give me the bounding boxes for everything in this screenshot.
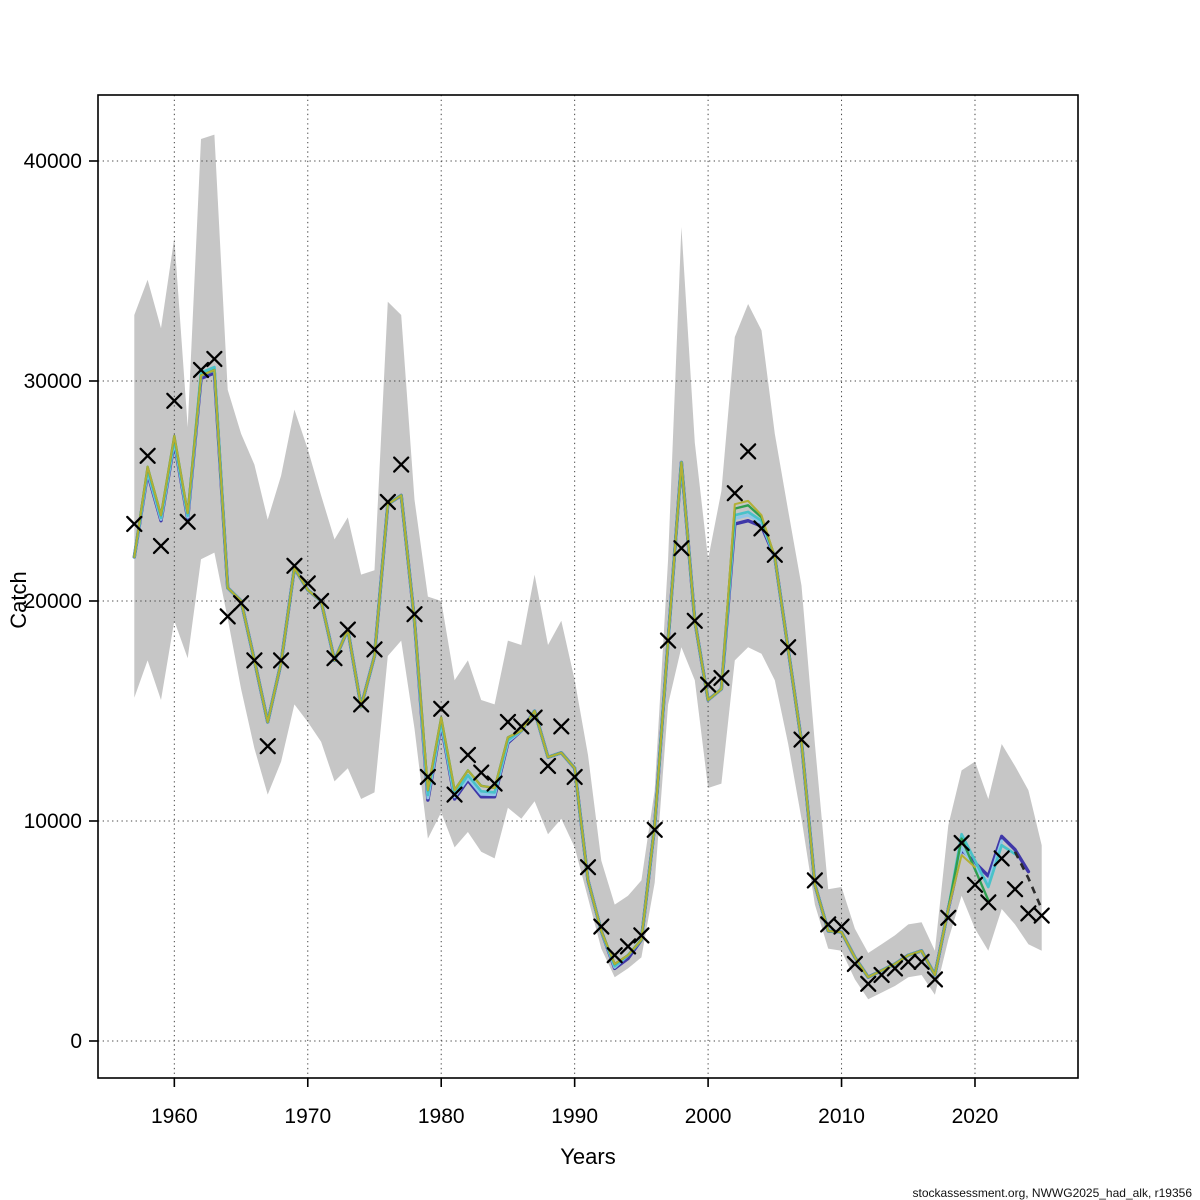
observed-catch-marker — [686, 612, 703, 629]
observed-catch-marker — [593, 918, 610, 935]
x-tick-label: 2020 — [952, 1105, 999, 1128]
observed-catch-marker — [1006, 881, 1024, 898]
observed-catch-marker — [619, 938, 637, 955]
observed-catch-marker — [739, 443, 757, 460]
x-tick-label: 1990 — [551, 1105, 598, 1128]
observed-catch-marker — [339, 621, 356, 638]
plot-border — [97, 94, 1079, 1079]
observed-catch-marker — [366, 641, 383, 658]
observed-catch-marker — [539, 757, 557, 775]
observed-catch-marker — [1033, 907, 1050, 924]
observed-catch-marker — [860, 975, 877, 992]
observed-catch-marker — [806, 872, 824, 889]
observed-catch-marker — [579, 859, 597, 876]
observed-catch-marker — [499, 713, 517, 731]
observed-catch-marker — [246, 652, 263, 669]
observed-catch-marker — [566, 768, 583, 786]
observed-catch-marker — [1020, 905, 1037, 922]
observed-catch-marker — [886, 960, 904, 977]
observed-catch-marker — [272, 652, 290, 669]
forecast-dashed — [1013, 851, 1043, 910]
x-tick-label: 1970 — [284, 1105, 331, 1128]
observed-catch-marker — [633, 927, 650, 944]
observed-catch-marker — [926, 971, 944, 988]
observed-catch-marker — [793, 731, 810, 748]
observed-catch-marker — [352, 696, 370, 713]
observed-catch-marker — [780, 639, 797, 656]
observed-catch-marker — [820, 916, 837, 933]
x-tick-label: 1980 — [418, 1105, 465, 1128]
observed-catch-marker — [459, 746, 477, 764]
x-tick-label: 1960 — [151, 1105, 198, 1128]
observed-catch-marker — [406, 606, 423, 623]
observed-marker-layer — [126, 350, 1050, 992]
observed-catch-marker — [673, 540, 690, 557]
x-tick-label: 2000 — [685, 1105, 732, 1128]
observed-catch-marker — [326, 650, 343, 667]
observed-catch-marker — [473, 764, 490, 781]
observed-catch-marker — [753, 520, 770, 537]
observed-catch-marker — [846, 955, 864, 973]
y-tick-label: 30000 — [24, 370, 82, 393]
axes-layer: 1960 1970 1980 1990 2000 2010 2020 0 10000 20000 3… — [24, 94, 1079, 1128]
observed-catch-marker — [699, 676, 717, 693]
observed-catch-marker — [953, 834, 970, 852]
observed-catch-marker — [179, 513, 196, 530]
observed-catch-marker — [526, 709, 543, 726]
observed-catch-marker — [873, 966, 890, 984]
observed-catch-marker — [766, 546, 783, 563]
observed-catch-marker — [206, 350, 223, 368]
y-axis-title: Catch — [6, 571, 31, 628]
observed-catch-marker — [393, 456, 410, 473]
observed-catch-marker — [219, 608, 236, 625]
observed-catch-marker — [166, 392, 183, 409]
observed-catch-marker — [900, 953, 917, 970]
observed-catch-marker — [833, 918, 850, 935]
observed-catch-marker — [713, 669, 730, 687]
y-tick-label: 20000 — [24, 590, 82, 613]
x-tick-label: 2010 — [818, 1105, 865, 1128]
observed-catch-marker — [299, 575, 316, 592]
observed-catch-marker — [232, 595, 250, 612]
observed-catch-marker — [379, 493, 396, 511]
observed-catch-marker — [993, 850, 1010, 867]
observed-catch-marker — [192, 361, 210, 379]
observed-catch-marker — [980, 894, 997, 911]
y-tick-label: 0 — [70, 1030, 82, 1053]
observed-catch-marker — [913, 953, 930, 970]
observed-catch-marker — [126, 515, 143, 533]
observed-catch-marker — [513, 718, 530, 735]
observed-catch-marker — [419, 768, 437, 786]
observed-catch-marker — [259, 738, 276, 755]
footer-credit: stockassessment.org, NWWG2025_had_alk, r… — [913, 1186, 1193, 1200]
x-axis-title: Years — [560, 1144, 615, 1169]
observed-catch-marker — [433, 700, 450, 717]
observed-catch-marker — [966, 876, 984, 893]
observed-catch-marker — [606, 947, 623, 964]
observed-catch-marker — [286, 557, 303, 574]
confidence-band-layer — [134, 134, 1042, 1000]
observed-catch-marker — [553, 718, 570, 735]
observed-catch-marker — [152, 537, 170, 555]
observed-catch-marker — [446, 786, 463, 803]
observed-catch-marker — [726, 485, 743, 502]
confidence-band — [134, 134, 1042, 1000]
observed-catch-marker — [486, 775, 503, 792]
gridline-layer — [98, 95, 1078, 1078]
y-tick-label: 40000 — [24, 150, 82, 173]
observed-catch-marker — [940, 909, 957, 926]
observed-catch-marker — [139, 447, 156, 464]
observed-catch-marker — [312, 592, 330, 610]
observed-catch-marker — [646, 821, 663, 838]
observed-catch-marker — [659, 632, 677, 649]
y-tick-label: 10000 — [24, 810, 82, 833]
